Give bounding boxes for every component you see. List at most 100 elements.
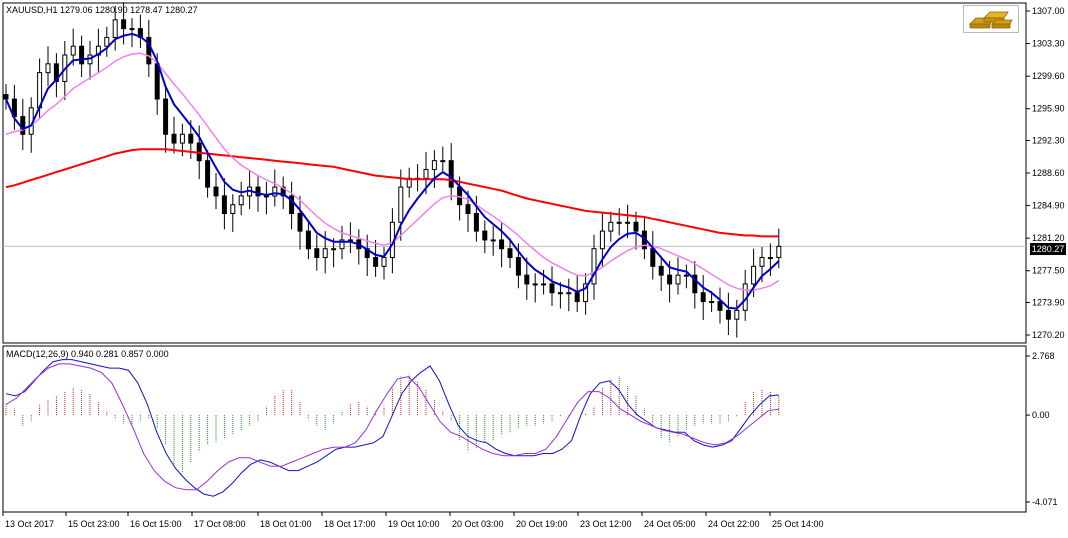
candle-body bbox=[692, 274, 698, 294]
time-tick-label: 19 Oct 10:00 bbox=[388, 519, 440, 529]
candle-body bbox=[650, 248, 656, 267]
candle-body bbox=[146, 36, 152, 65]
candle-body bbox=[171, 133, 177, 144]
candle-body bbox=[557, 292, 563, 295]
candle-body bbox=[717, 301, 723, 311]
price-tick-label: 1307.00 bbox=[1032, 6, 1065, 16]
candle-body bbox=[431, 160, 437, 170]
macd-line bbox=[5, 359, 779, 497]
candle-body bbox=[608, 221, 614, 232]
candle-body bbox=[213, 186, 219, 197]
candle-body bbox=[20, 116, 26, 135]
candle-body bbox=[322, 248, 328, 259]
macd-tick-label: 0.00 bbox=[1032, 410, 1050, 420]
price-tick-label: 1270.20 bbox=[1032, 330, 1065, 340]
signal-line bbox=[5, 363, 779, 491]
candle-body bbox=[423, 168, 429, 179]
candle-body bbox=[675, 274, 681, 285]
time-tick-label: 23 Oct 12:00 bbox=[580, 519, 632, 529]
time-tick-label: 16 Oct 15:00 bbox=[130, 519, 182, 529]
candle-body bbox=[289, 195, 295, 215]
candle-body bbox=[263, 195, 269, 198]
candle-body bbox=[515, 257, 521, 276]
candle-body bbox=[154, 63, 160, 100]
candle-body bbox=[448, 160, 454, 188]
time-tick-label: 18 Oct 01:00 bbox=[260, 519, 312, 529]
candle-body bbox=[221, 195, 227, 215]
candle-body bbox=[599, 230, 605, 250]
candle-body bbox=[188, 133, 194, 144]
candle-body bbox=[776, 245, 782, 259]
candle-body bbox=[45, 63, 51, 74]
candle-body bbox=[591, 248, 597, 285]
candle-body bbox=[179, 133, 185, 144]
candle-body bbox=[667, 274, 673, 285]
candle-body bbox=[373, 257, 379, 267]
candle-body bbox=[339, 239, 345, 250]
candle-body bbox=[457, 186, 463, 206]
candle-body bbox=[524, 274, 530, 285]
candle-body bbox=[759, 257, 765, 267]
candle-body bbox=[297, 213, 303, 232]
time-tick-label: 15 Oct 23:00 bbox=[68, 519, 120, 529]
candle-body bbox=[566, 292, 572, 295]
candle-body bbox=[616, 221, 622, 224]
price-tick-label: 1284.90 bbox=[1032, 201, 1065, 211]
price-tick-label: 1299.60 bbox=[1032, 71, 1065, 81]
candle-body bbox=[751, 265, 757, 285]
candle-body bbox=[314, 248, 320, 259]
candle-body bbox=[230, 204, 236, 214]
candle-body bbox=[104, 36, 110, 47]
macd-indicator-header: MACD(12,26,9) 0.940 0.281 0.857 0.000 bbox=[6, 349, 169, 359]
candle-body bbox=[734, 309, 740, 320]
candle-body bbox=[541, 283, 547, 286]
candle-body bbox=[700, 292, 706, 303]
macd-tick-label: -4.071 bbox=[1032, 497, 1058, 507]
candle-body bbox=[440, 160, 446, 163]
candle-body bbox=[79, 45, 85, 65]
candle-body bbox=[331, 248, 337, 251]
price-tick-label: 1281.20 bbox=[1032, 233, 1065, 243]
candle-body bbox=[70, 45, 76, 56]
candle-body bbox=[767, 257, 773, 260]
time-tick-label: 25 Oct 14:00 bbox=[772, 519, 824, 529]
time-tick-label: 13 Oct 2017 bbox=[5, 519, 54, 529]
candle-body bbox=[205, 160, 211, 188]
price-tick-label: 1303.30 bbox=[1032, 39, 1065, 49]
candle-body bbox=[725, 309, 731, 320]
candle-body bbox=[163, 98, 169, 135]
ma-blue-line bbox=[5, 32, 780, 310]
price-tick-label: 1288.60 bbox=[1032, 168, 1065, 178]
ma-red-line bbox=[5, 148, 779, 238]
candle-body bbox=[53, 63, 59, 82]
time-tick-label: 20 Oct 19:00 bbox=[516, 519, 568, 529]
candle-body bbox=[129, 28, 135, 31]
time-tick-label: 24 Oct 05:00 bbox=[644, 519, 696, 529]
current-price-label: 1280.27 bbox=[1030, 243, 1066, 255]
candle-body bbox=[499, 239, 505, 250]
time-tick-label: 24 Oct 22:00 bbox=[708, 519, 760, 529]
candle-body bbox=[482, 230, 488, 241]
symbol-header: XAUUSD,H1 1279.06 1280.90 1278.47 1280.2… bbox=[6, 5, 198, 15]
candle-body bbox=[633, 221, 639, 232]
price-tick-label: 1277.50 bbox=[1032, 266, 1065, 276]
gold-bars-icon[interactable] bbox=[963, 5, 1019, 33]
candle-body bbox=[398, 186, 404, 223]
candle-body bbox=[473, 213, 479, 232]
candle-body bbox=[625, 221, 631, 224]
candle-body bbox=[280, 186, 286, 197]
price-panel-frame bbox=[2, 2, 1027, 344]
candle-body bbox=[255, 186, 261, 197]
time-tick-label: 17 Oct 08:00 bbox=[194, 519, 246, 529]
candle-body bbox=[583, 283, 589, 303]
candle-body bbox=[112, 19, 118, 38]
price-tick-label: 1292.30 bbox=[1032, 135, 1065, 145]
candle-body bbox=[658, 265, 664, 276]
time-tick-label: 20 Oct 03:00 bbox=[452, 519, 504, 529]
time-tick-label: 18 Oct 17:00 bbox=[324, 519, 376, 529]
price-tick-label: 1295.90 bbox=[1032, 104, 1065, 114]
candle-body bbox=[507, 248, 513, 259]
candle-body bbox=[709, 301, 715, 304]
candle-body bbox=[532, 283, 538, 286]
